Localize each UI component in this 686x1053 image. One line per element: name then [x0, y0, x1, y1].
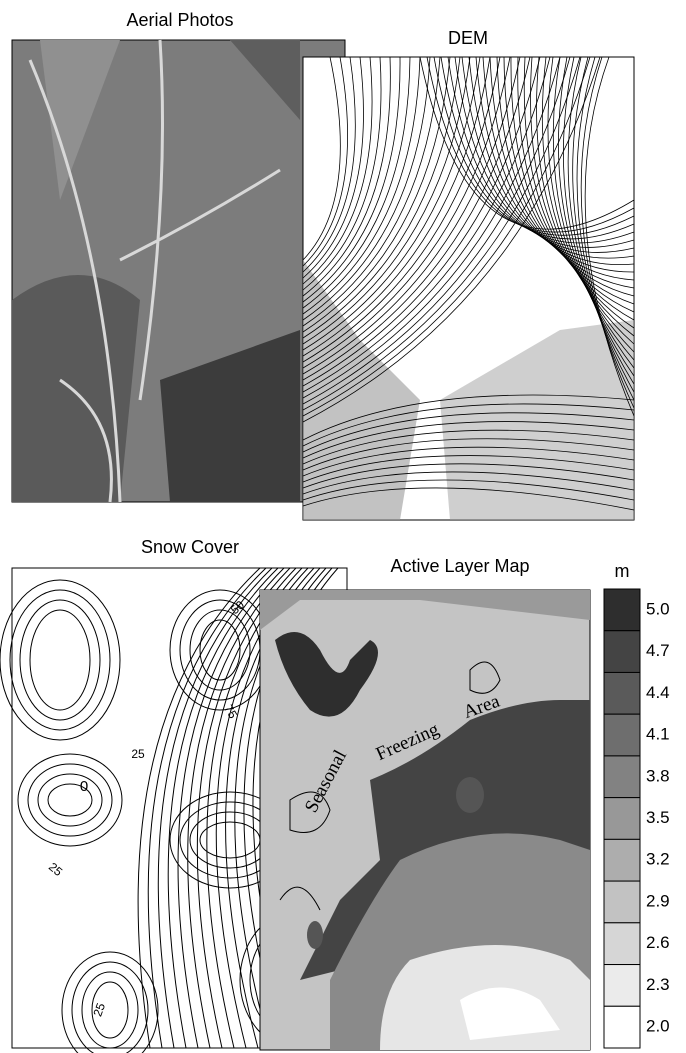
figure: Aerial Photos DEM Snow Cover 50 75 25 0 … — [0, 0, 686, 1053]
colorbar-tick-label: 2.3 — [646, 975, 670, 994]
colorbar-box — [604, 965, 640, 1007]
colorbar-tick-label: 2.6 — [646, 933, 670, 952]
colorbar-tick-label: 4.1 — [646, 725, 670, 744]
colorbar-tick-label: 2.0 — [646, 1017, 670, 1036]
colorbar-tick-label: 3.2 — [646, 850, 670, 869]
colorbar-tick-label: 5.0 — [646, 599, 670, 618]
colorbar-tick-label: 3.8 — [646, 766, 670, 785]
colorbar-tick-label: 3.5 — [646, 808, 670, 827]
colorbar-tick-label: 4.7 — [646, 641, 670, 660]
panel-title: DEM — [448, 28, 488, 48]
panel-title: Snow Cover — [141, 537, 239, 557]
panel-title: Active Layer Map — [390, 556, 529, 576]
colorbar-box — [604, 714, 640, 756]
colorbar-box — [604, 672, 640, 714]
colorbar-box — [604, 923, 640, 965]
contour-label: 25 — [131, 747, 145, 761]
contour-label: 0 — [80, 778, 88, 795]
colorbar-unit: m — [615, 561, 630, 581]
panel-title: Aerial Photos — [126, 10, 233, 30]
colorbar-box — [604, 881, 640, 923]
colorbar-box — [604, 839, 640, 881]
colorbar-tick-label: 2.9 — [646, 891, 670, 910]
colorbar-box — [604, 631, 640, 673]
colorbar-box — [604, 589, 640, 631]
colorbar-box — [604, 756, 640, 798]
colorbar-box — [604, 798, 640, 840]
active-layer-map — [260, 590, 590, 1050]
colorbar: 5.0 4.7 4.4 4.1 3.8 3.5 3.2 2.9 2.6 2.3 2.0 — [604, 589, 670, 1048]
colorbar-box — [604, 1006, 640, 1048]
dem-map — [303, 57, 634, 520]
colorbar-tick-label: 4.4 — [646, 683, 670, 702]
aerial-photo — [12, 40, 345, 502]
